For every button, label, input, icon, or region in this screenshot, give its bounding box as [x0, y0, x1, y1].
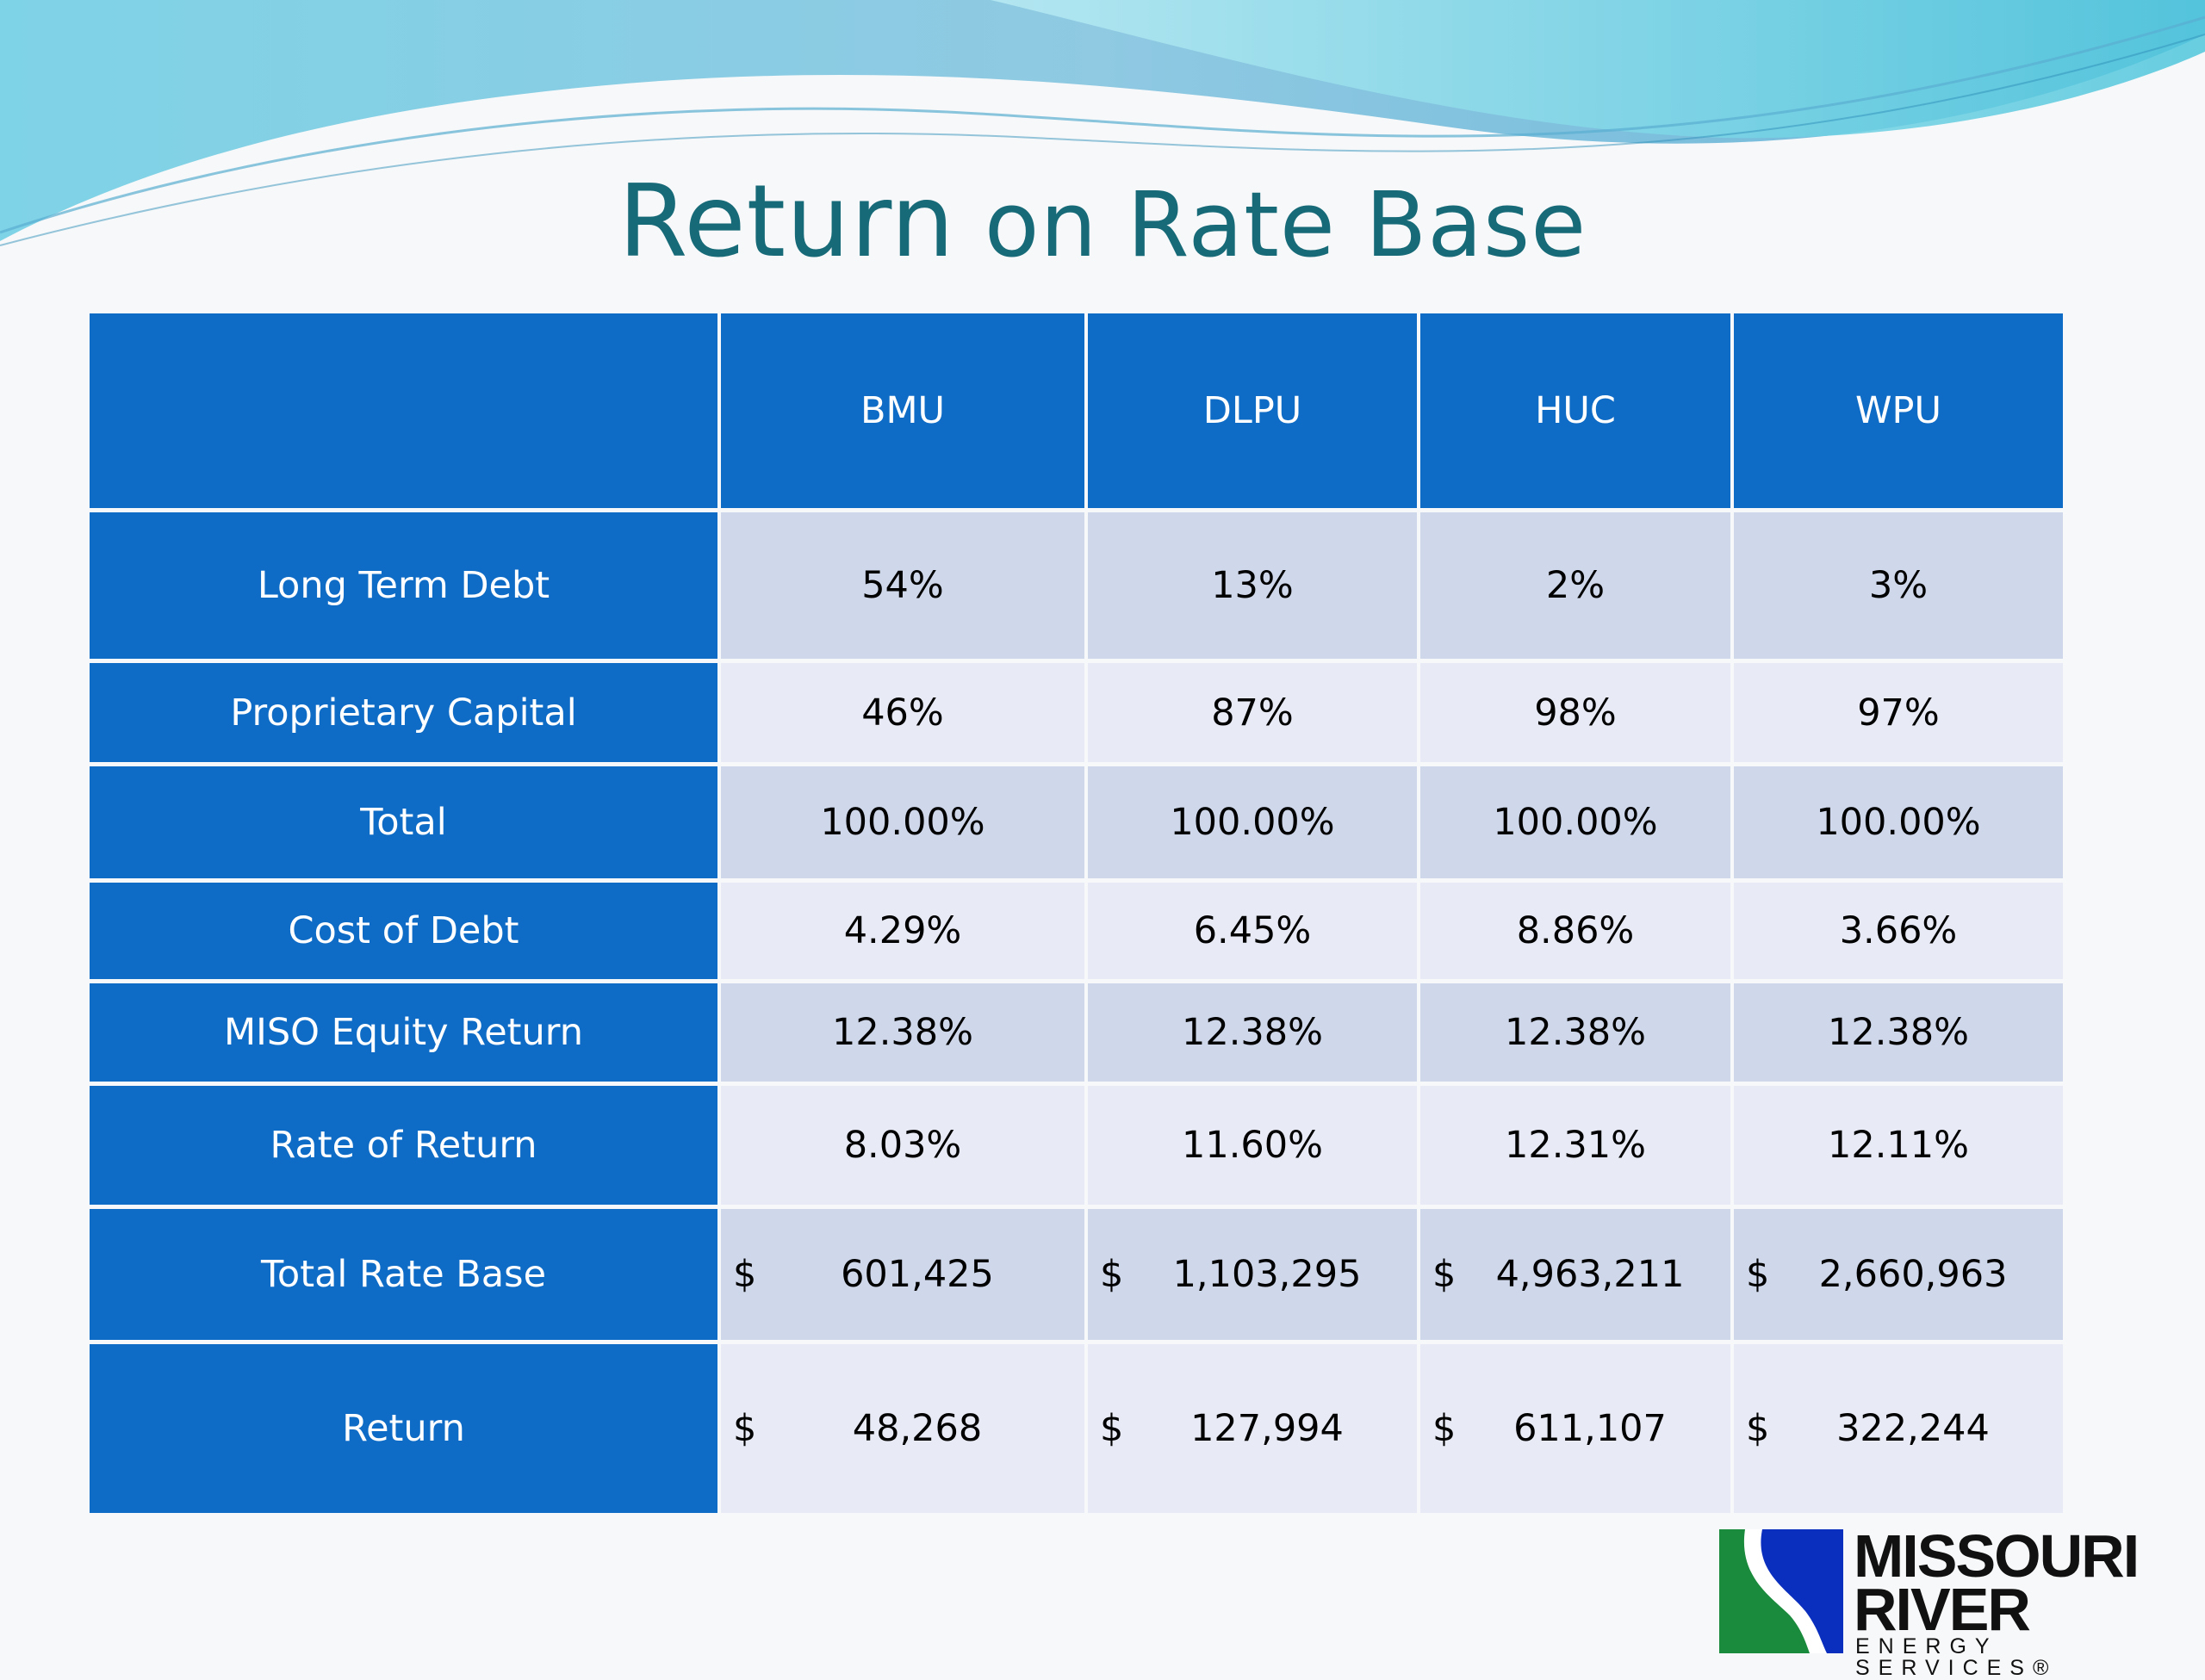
table-cell: 54%	[721, 512, 1084, 659]
table-cell: 100.00%	[1734, 766, 2063, 878]
header-corner-cell	[90, 313, 717, 508]
row-label: Return	[90, 1344, 717, 1513]
cell-amount: 4,963,211	[1495, 1253, 1685, 1296]
table-cell: 12.11%	[1734, 1086, 2063, 1205]
table-cell: 97%	[1734, 663, 2063, 762]
logo-text-line3: ENERGY SERVICES®	[1855, 1634, 2058, 1680]
table-cell: $4,963,211	[1420, 1209, 1730, 1340]
row-label: Total Rate Base	[90, 1209, 717, 1340]
missouri-river-logo: MISSOURI RIVER ENERGY SERVICES®	[1719, 1522, 2205, 1679]
decorative-wave-banner	[0, 0, 2205, 246]
cell-amount: 611,107	[1513, 1407, 1667, 1450]
currency-symbol: $	[1746, 1407, 1770, 1450]
table-cell: 46%	[721, 663, 1084, 762]
row-label: Cost of Debt	[90, 883, 717, 979]
cell-amount: 48,268	[852, 1407, 983, 1450]
row-label: MISO Equity Return	[90, 983, 717, 1082]
currency-symbol: $	[1432, 1253, 1457, 1296]
column-header-huc: HUC	[1420, 313, 1730, 508]
column-header-wpu: WPU	[1734, 313, 2063, 508]
currency-symbol: $	[1432, 1407, 1457, 1450]
table-cell: 8.03%	[721, 1086, 1084, 1205]
cell-amount: 601,425	[841, 1253, 994, 1296]
table-cell: 6.45%	[1088, 883, 1417, 979]
column-header-dlpu: DLPU	[1088, 313, 1417, 508]
currency-symbol: $	[1100, 1253, 1124, 1296]
row-label: Rate of Return	[90, 1086, 717, 1205]
table-cell: 87%	[1088, 663, 1417, 762]
table-cell: $601,425	[721, 1209, 1084, 1340]
table-cell: 8.86%	[1420, 883, 1730, 979]
rate-base-table: BMU DLPU HUC WPU Long Term Debt 54% 13% 2% 3% Pro…	[90, 313, 2063, 1513]
table-cell: 3%	[1734, 512, 2063, 659]
column-header-bmu: BMU	[721, 313, 1084, 508]
table-cell: 12.38%	[1420, 983, 1730, 1082]
row-label: Long Term Debt	[90, 512, 717, 659]
row-label: Proprietary Capital	[90, 663, 717, 762]
table-cell: 4.29%	[721, 883, 1084, 979]
table-cell: $48,268	[721, 1344, 1084, 1513]
page-title: Return on Rate Base	[618, 164, 1587, 280]
river-logo-icon	[1719, 1529, 1843, 1653]
cell-amount: 1,103,295	[1172, 1253, 1362, 1296]
logo-text-line1: MISSOURI	[1854, 1522, 2140, 1590]
table-cell: 100.00%	[1420, 766, 1730, 878]
table-cell: $611,107	[1420, 1344, 1730, 1513]
table-cell: 2%	[1420, 512, 1730, 659]
logo-text-line2: RIVER	[1854, 1576, 2031, 1643]
row-label: Total	[90, 766, 717, 878]
table-cell: $1,103,295	[1088, 1209, 1417, 1340]
table-cell: $127,994	[1088, 1344, 1417, 1513]
cell-amount: 322,244	[1836, 1407, 1990, 1450]
table-cell: 100.00%	[1088, 766, 1417, 878]
cell-amount: 127,994	[1190, 1407, 1344, 1450]
table-cell: 13%	[1088, 512, 1417, 659]
table-cell: 12.38%	[721, 983, 1084, 1082]
table-cell: $322,244	[1734, 1344, 2063, 1513]
table-cell: 12.31%	[1420, 1086, 1730, 1205]
table-cell: 12.38%	[1088, 983, 1417, 1082]
table-cell: 3.66%	[1734, 883, 2063, 979]
cell-amount: 2,660,963	[1818, 1253, 2008, 1296]
table-cell: $2,660,963	[1734, 1209, 2063, 1340]
currency-symbol: $	[1100, 1407, 1124, 1450]
table-cell: 98%	[1420, 663, 1730, 762]
table-cell: 100.00%	[721, 766, 1084, 878]
currency-symbol: $	[733, 1407, 757, 1450]
currency-symbol: $	[1746, 1253, 1770, 1296]
table-cell: 12.38%	[1734, 983, 2063, 1082]
currency-symbol: $	[733, 1253, 757, 1296]
table-cell: 11.60%	[1088, 1086, 1417, 1205]
